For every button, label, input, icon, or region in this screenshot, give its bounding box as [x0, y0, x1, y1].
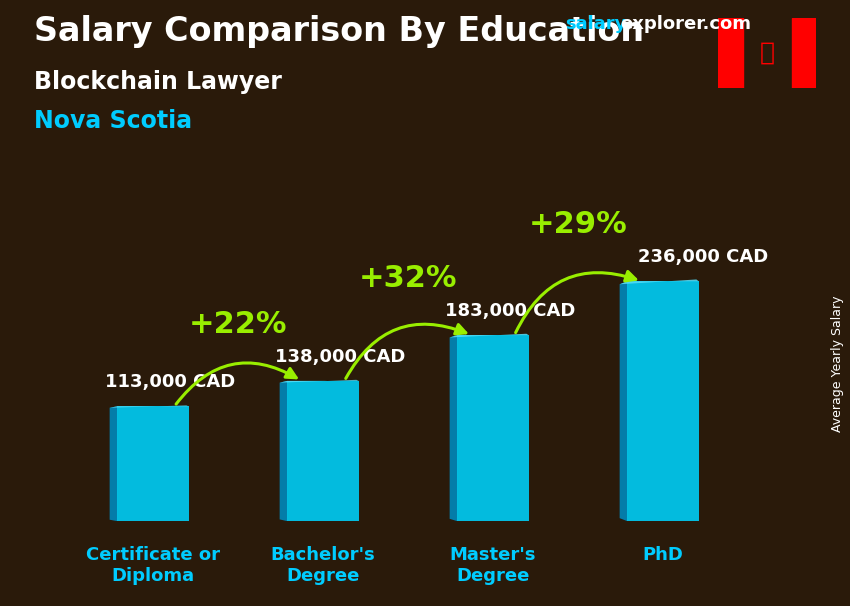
- Text: +32%: +32%: [359, 264, 457, 293]
- Polygon shape: [620, 281, 627, 521]
- Polygon shape: [287, 381, 359, 521]
- Polygon shape: [620, 279, 699, 284]
- Polygon shape: [280, 381, 287, 521]
- Bar: [791, 18, 816, 88]
- Text: Average Yearly Salary: Average Yearly Salary: [830, 295, 844, 432]
- Bar: [718, 18, 743, 88]
- Text: salary: salary: [565, 15, 626, 33]
- Polygon shape: [110, 406, 117, 521]
- Text: 113,000 CAD: 113,000 CAD: [105, 373, 235, 391]
- Text: +22%: +22%: [189, 310, 287, 339]
- Text: Certificate or
Diploma: Certificate or Diploma: [86, 547, 220, 585]
- Text: 183,000 CAD: 183,000 CAD: [445, 302, 575, 320]
- Polygon shape: [110, 405, 189, 408]
- Polygon shape: [280, 380, 359, 382]
- Polygon shape: [450, 334, 529, 338]
- Text: explorer.com: explorer.com: [620, 15, 751, 33]
- FancyArrowPatch shape: [346, 324, 466, 378]
- Polygon shape: [457, 335, 529, 521]
- Text: Master's
Degree: Master's Degree: [450, 547, 536, 585]
- Text: PhD: PhD: [643, 547, 683, 564]
- Polygon shape: [450, 335, 457, 521]
- Text: Salary Comparison By Education: Salary Comparison By Education: [34, 15, 644, 48]
- Text: 236,000 CAD: 236,000 CAD: [638, 248, 768, 266]
- Polygon shape: [117, 406, 189, 521]
- Text: 🍁: 🍁: [760, 41, 774, 65]
- Text: Nova Scotia: Nova Scotia: [34, 109, 192, 133]
- Text: Bachelor's
Degree: Bachelor's Degree: [270, 547, 376, 585]
- Text: 138,000 CAD: 138,000 CAD: [275, 348, 405, 365]
- FancyArrowPatch shape: [176, 363, 296, 404]
- Text: +29%: +29%: [529, 210, 627, 239]
- Text: Blockchain Lawyer: Blockchain Lawyer: [34, 70, 282, 94]
- Polygon shape: [627, 281, 699, 521]
- FancyArrowPatch shape: [516, 271, 636, 333]
